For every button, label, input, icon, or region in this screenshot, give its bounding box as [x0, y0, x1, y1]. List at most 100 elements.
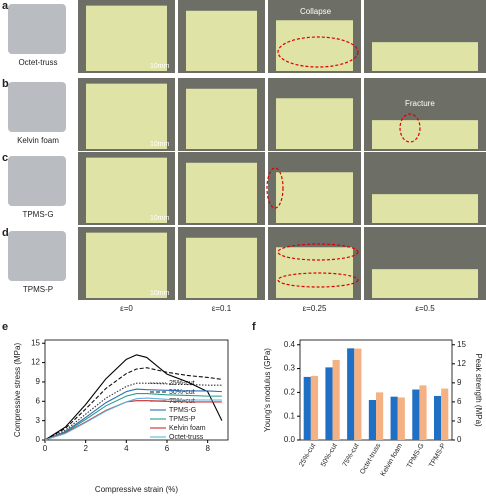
- plot-frame: [44, 339, 229, 441]
- x-tick-label: 25%-cut: [298, 442, 317, 468]
- y2-axis-label: Peak strength (MPa): [474, 353, 483, 427]
- y2-tick-label: 6: [457, 397, 462, 406]
- specimen: [372, 120, 478, 149]
- y2-tick-label: 12: [457, 359, 466, 368]
- y-tick-label: 6: [36, 396, 41, 405]
- x-tick-label: Kelvin foam: [380, 442, 404, 477]
- y-tick-label: 0.0: [284, 435, 296, 444]
- row-label: Octet-truss: [18, 58, 57, 67]
- x-tick-label: TPMS-G: [406, 442, 426, 469]
- render-placeholder: [8, 156, 66, 206]
- bar: [347, 348, 355, 440]
- specimen: [186, 237, 257, 298]
- line-series: [44, 397, 222, 441]
- y-tick-label: 3: [36, 416, 41, 425]
- x-tick-label: 6: [165, 444, 170, 453]
- x-tick-label: 8: [205, 444, 210, 453]
- annotation-ellipses: [266, 36, 421, 288]
- y2-tick-label: 0: [457, 435, 462, 444]
- line-series: [44, 388, 222, 441]
- line-series: [44, 392, 222, 441]
- y-tick-label: 12: [31, 358, 40, 367]
- row-letter: a: [2, 0, 9, 12]
- x-tick-label: 4: [124, 444, 129, 453]
- specimen: [186, 162, 257, 223]
- specimen: [372, 42, 478, 71]
- strain-label: ε=0.1: [212, 304, 232, 313]
- render-placeholder: [8, 82, 66, 132]
- y-tick-label: 0: [36, 435, 41, 444]
- specimen: [86, 5, 167, 71]
- y-tick-label: 9: [36, 377, 41, 386]
- strain-label: ε=0.25: [303, 304, 327, 313]
- specimen: [276, 172, 353, 223]
- legend-label: 25%-cut: [169, 380, 195, 387]
- specimen: [372, 194, 478, 223]
- bar: [303, 376, 311, 440]
- y-axis-label: Compressive stress (MPa): [13, 343, 22, 438]
- scale-bar-label: 10mm: [150, 141, 170, 148]
- y-tick-label: 0.2: [284, 387, 296, 396]
- specimen: [86, 157, 167, 223]
- x-axis-label: Compressive strain (%): [95, 485, 178, 494]
- y2-tick-label: 3: [457, 416, 462, 425]
- specimen: [86, 83, 167, 149]
- strain-label: ε=0.5: [415, 304, 435, 313]
- row-letter: d: [2, 227, 9, 239]
- strain-label: ε=0: [120, 304, 133, 313]
- y-tick-label: 15: [31, 338, 40, 347]
- y2-tick-label: 9: [457, 378, 462, 387]
- legend-label: 50%-cut: [169, 389, 195, 396]
- y2-tick-label: 15: [457, 340, 466, 349]
- specimen: [276, 20, 353, 71]
- x-tick-label: 2: [83, 444, 88, 453]
- bar: [376, 392, 384, 440]
- x-tick-label: Octet-truss: [359, 442, 382, 476]
- fracture-label: Fracture: [405, 99, 435, 108]
- y-tick-label: 0.3: [284, 364, 296, 373]
- bar: [412, 389, 420, 440]
- collapse-label: Collapse: [300, 7, 332, 16]
- legend-label: Kelvin foam: [169, 425, 206, 432]
- x-tick-label: 0: [43, 444, 48, 453]
- scale-bar-label: 10mm: [150, 290, 170, 297]
- specimen: [86, 232, 167, 298]
- scale-bar-label: 10mm: [150, 215, 170, 222]
- legend-label: TPMS-P: [169, 416, 196, 423]
- specimen: [186, 10, 257, 71]
- x-tick-label: 75%-cut: [342, 442, 361, 468]
- y-tick-label: 0.4: [284, 340, 296, 349]
- specimen: [276, 98, 353, 149]
- row-letter: c: [2, 152, 8, 164]
- row-label: Kelvin foam: [17, 136, 59, 145]
- bar: [441, 388, 449, 440]
- x-tick-label: 50%-cut: [320, 442, 339, 468]
- y-tick-label: 0.1: [284, 411, 296, 420]
- bar: [368, 400, 376, 440]
- row-letter: b: [2, 78, 9, 90]
- bar: [332, 360, 340, 440]
- render-placeholder: [8, 4, 66, 54]
- line-series: [44, 354, 223, 441]
- bar: [433, 395, 442, 440]
- x-tick-label: TPMS-P: [428, 442, 447, 469]
- legend-label: TPMS-G: [169, 407, 196, 414]
- panel-label: e: [2, 321, 8, 333]
- legend-label: Octet-truss: [169, 434, 204, 441]
- bar: [397, 397, 405, 440]
- line-series: [44, 400, 222, 441]
- scale-bar-label: 10mm: [150, 63, 170, 70]
- render-placeholder: [8, 231, 66, 281]
- specimen: [186, 88, 257, 149]
- bar: [419, 385, 427, 440]
- photo-grid: [8, 0, 486, 300]
- bar: [354, 348, 362, 440]
- bar: [390, 396, 398, 440]
- line-series: [44, 367, 222, 441]
- row-label: TPMS-G: [22, 210, 53, 219]
- bar: [325, 367, 333, 440]
- bar: [310, 375, 319, 440]
- specimen: [372, 269, 478, 298]
- panel-label: f: [252, 321, 256, 333]
